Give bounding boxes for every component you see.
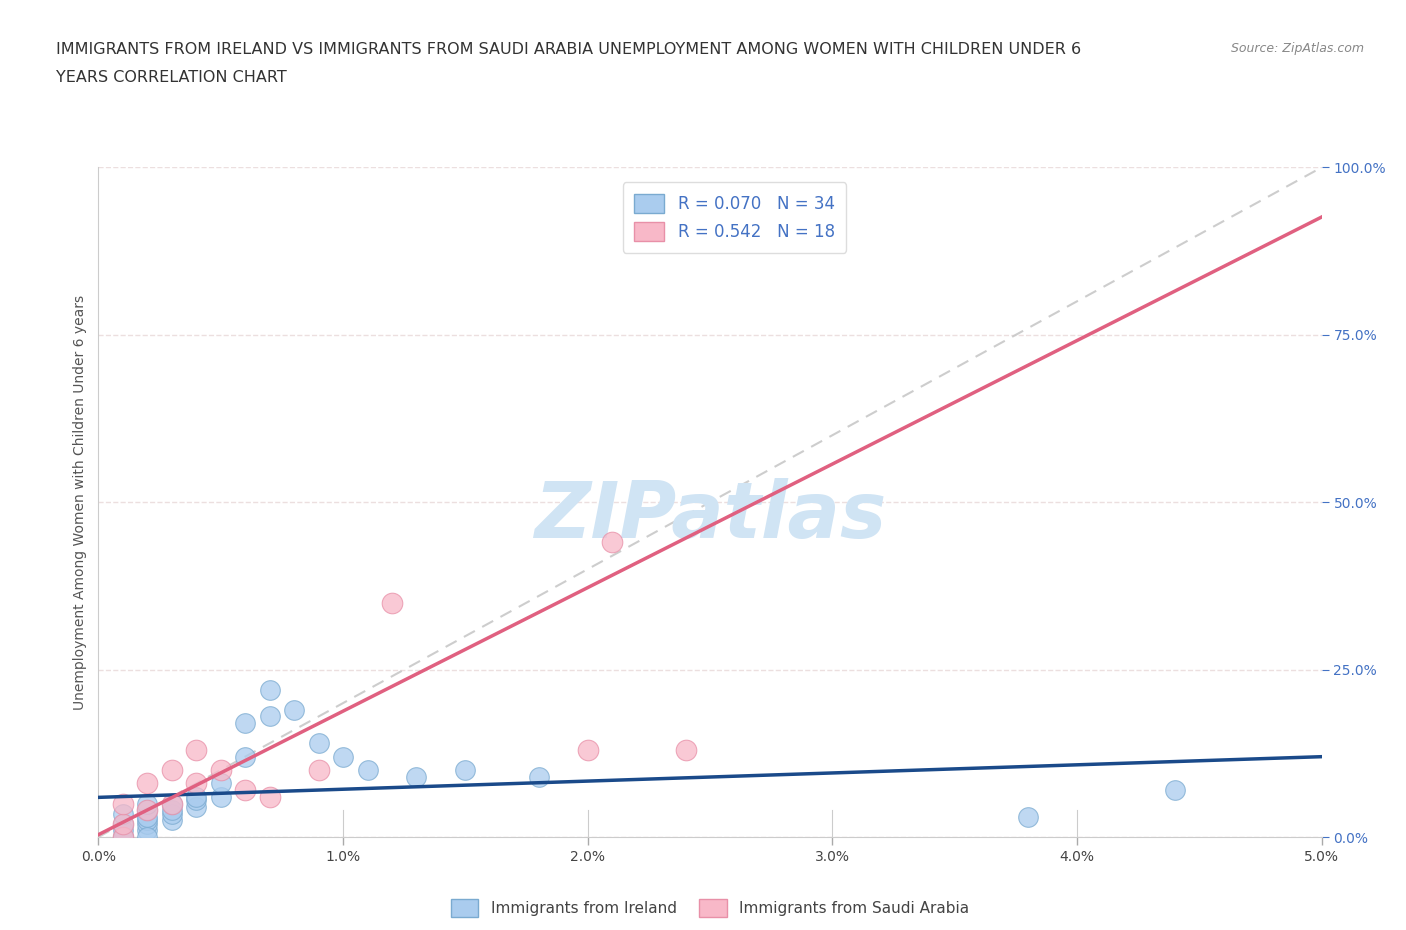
Point bbox=[186, 776, 208, 790]
Point bbox=[675, 742, 697, 757]
Legend: Immigrants from Ireland, Immigrants from Saudi Arabia: Immigrants from Ireland, Immigrants from… bbox=[444, 893, 976, 923]
Point bbox=[1164, 783, 1187, 798]
Point bbox=[283, 702, 305, 717]
Point bbox=[600, 535, 623, 550]
Point bbox=[111, 830, 134, 844]
Point bbox=[136, 830, 159, 844]
Point bbox=[186, 790, 208, 804]
Point bbox=[405, 769, 427, 784]
Point bbox=[332, 750, 354, 764]
Point bbox=[136, 813, 159, 828]
Point bbox=[111, 806, 134, 821]
Point bbox=[111, 823, 134, 838]
Point bbox=[576, 742, 599, 757]
Point bbox=[160, 796, 183, 811]
Point bbox=[136, 803, 159, 817]
Point bbox=[186, 742, 208, 757]
Point bbox=[356, 763, 378, 777]
Text: Source: ZipAtlas.com: Source: ZipAtlas.com bbox=[1230, 42, 1364, 55]
Point bbox=[136, 776, 159, 790]
Point bbox=[136, 809, 159, 824]
Point bbox=[111, 830, 134, 844]
Point bbox=[160, 806, 183, 821]
Point bbox=[136, 823, 159, 838]
Point bbox=[111, 830, 134, 844]
Point bbox=[209, 776, 232, 790]
Point bbox=[233, 750, 256, 764]
Y-axis label: Unemployment Among Women with Children Under 6 years: Unemployment Among Women with Children U… bbox=[73, 295, 87, 710]
Point bbox=[136, 796, 159, 811]
Point bbox=[259, 683, 281, 698]
Point bbox=[308, 736, 330, 751]
Point bbox=[209, 763, 232, 777]
Point bbox=[160, 796, 183, 811]
Point bbox=[111, 796, 134, 811]
Point bbox=[111, 817, 134, 831]
Text: IMMIGRANTS FROM IRELAND VS IMMIGRANTS FROM SAUDI ARABIA UNEMPLOYMENT AMONG WOMEN: IMMIGRANTS FROM IRELAND VS IMMIGRANTS FR… bbox=[56, 42, 1081, 57]
Point bbox=[233, 783, 256, 798]
Point bbox=[160, 763, 183, 777]
Point bbox=[699, 227, 721, 242]
Point bbox=[259, 709, 281, 724]
Point bbox=[381, 595, 404, 610]
Point bbox=[209, 790, 232, 804]
Point bbox=[160, 813, 183, 828]
Point bbox=[454, 763, 477, 777]
Text: YEARS CORRELATION CHART: YEARS CORRELATION CHART bbox=[56, 70, 287, 85]
Text: ZIPatlas: ZIPatlas bbox=[534, 478, 886, 553]
Point bbox=[259, 790, 281, 804]
Point bbox=[136, 817, 159, 831]
Point bbox=[1017, 809, 1039, 824]
Point bbox=[160, 803, 183, 817]
Point bbox=[308, 763, 330, 777]
Point bbox=[186, 792, 208, 807]
Point bbox=[233, 716, 256, 731]
Point bbox=[527, 769, 550, 784]
Point bbox=[111, 817, 134, 831]
Point bbox=[136, 803, 159, 817]
Point bbox=[186, 800, 208, 815]
